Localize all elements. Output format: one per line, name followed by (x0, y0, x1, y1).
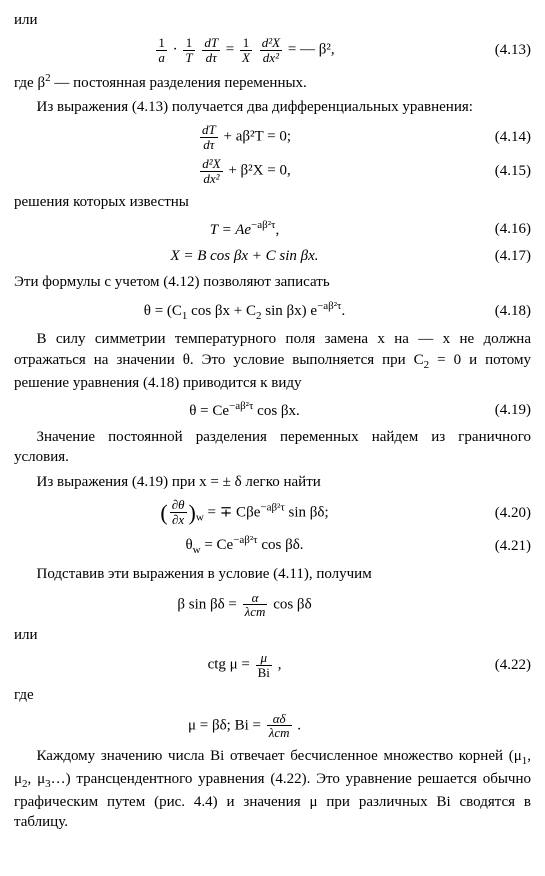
equation-beta-sin: β sin βδ = αλст cos βδ (14, 591, 531, 619)
eq-4-15-body: d²Xdx² + β²X = 0, (14, 157, 475, 185)
equation-4-22: ctg μ = μBi , (4.22) (14, 651, 531, 679)
eq-4-17-body: X = B cos βx + C sin βx. (14, 246, 475, 266)
text-ili-2: или (14, 625, 531, 645)
text-from-413: Из выражения (4.13) получается два диффе… (14, 97, 531, 117)
text-const-value: Значение постоянной разделения переменны… (14, 427, 531, 468)
equation-4-15: d²Xdx² + β²X = 0, (4.15) (14, 157, 531, 185)
eq-num-4-19: (4.19) (475, 400, 531, 420)
eq-num-4-15: (4.15) (475, 161, 531, 181)
text-ili-1: или (14, 10, 531, 30)
eq-4-18-body: θ = (C1 cos βx + C2 sin βx) e−aβ²τ. (14, 299, 475, 324)
eq-num-4-22: (4.22) (475, 655, 531, 675)
equation-4-20: (∂θ∂x)w = ∓ Cβe−aβ²τ sin βδ; (4.20) (14, 498, 531, 528)
text-solutions-known: решения которых известны (14, 192, 531, 212)
eq-mu-bi-body: μ = βδ; Bi = αδλст . (14, 712, 475, 740)
eq-num-4-14: (4.14) (475, 127, 531, 147)
equation-4-19: θ = Ce−aβ²τ cos βx. (4.19) (14, 399, 531, 421)
eq-4-22-body: ctg μ = μBi , (14, 651, 475, 679)
eq-4-19-body: θ = Ce−aβ²τ cos βx. (14, 399, 475, 421)
text-from-419: Из выражения (4.19) при x = ± δ легко на… (14, 472, 531, 492)
equation-4-13: 1a · 1T dTdτ = 1X d²Xdx² = — β², (4.13) (14, 36, 531, 64)
text-symmetry: В силу симметрии температурного поля зам… (14, 329, 531, 392)
eq-4-21-body: θw = Ce−aβ²τ cos βδ. (14, 533, 475, 558)
eq-num-4-16: (4.16) (475, 219, 531, 239)
equation-4-18: θ = (C1 cos βx + C2 sin βx) e−aβ²τ. (4.1… (14, 299, 531, 324)
equation-mu-bi: μ = βδ; Bi = αδλст . (14, 712, 531, 740)
eq-4-20-body: (∂θ∂x)w = ∓ Cβe−aβ²τ sin βδ; (14, 498, 475, 528)
text-with-412: Эти формулы с учетом (4.12) позволяют за… (14, 272, 531, 292)
eq-num-4-21: (4.21) (475, 536, 531, 556)
eq-4-13-body: 1a · 1T dTdτ = 1X d²Xdx² = — β², (14, 36, 475, 64)
eq-num-4-17: (4.17) (475, 246, 531, 266)
text-final: Каждому значению числа Bi отвечает бесчи… (14, 746, 531, 832)
text-gde: где (14, 685, 531, 705)
equation-4-17: X = B cos βx + C sin βx. (4.17) (14, 246, 531, 266)
eq-beta-sin-body: β sin βδ = αλст cos βδ (14, 591, 475, 619)
equation-4-16: T = Ae−aβ²τ, (4.16) (14, 218, 531, 240)
text-substitute: Подставив эти выражения в условие (4.11)… (14, 564, 531, 584)
eq-num-4-20: (4.20) (475, 503, 531, 523)
eq-4-14-body: dTdτ + aβ²T = 0; (14, 123, 475, 151)
eq-num-4-18: (4.18) (475, 301, 531, 321)
equation-4-14: dTdτ + aβ²T = 0; (4.14) (14, 123, 531, 151)
equation-4-21: θw = Ce−aβ²τ cos βδ. (4.21) (14, 533, 531, 558)
eq-4-16-body: T = Ae−aβ²τ, (14, 218, 475, 240)
eq-num-4-13: (4.13) (475, 40, 531, 60)
text-beta2: где β2 — постоянная разделения переменны… (14, 71, 531, 93)
